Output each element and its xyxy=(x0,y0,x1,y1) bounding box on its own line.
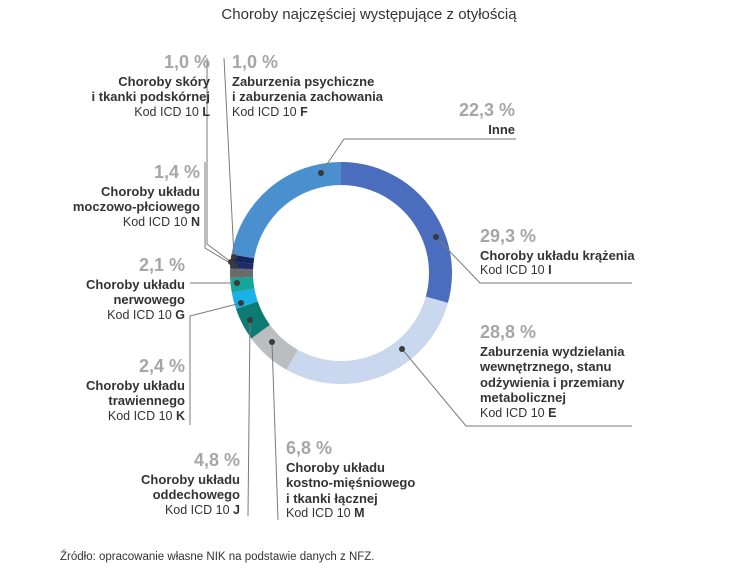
leader-dot xyxy=(399,346,405,352)
donut-slice xyxy=(231,162,341,259)
slice-code-label: Kod ICD 10 F xyxy=(232,104,308,119)
leader-line xyxy=(320,138,516,174)
donut-slice xyxy=(230,268,254,279)
donut-slice xyxy=(251,324,298,370)
slice-label: 1,0 % Choroby skóry i tkanki podskórnej Kod… xyxy=(60,52,210,120)
leader-line xyxy=(204,162,236,267)
slice-value-label: 2,1 % xyxy=(138,255,185,275)
leader-line xyxy=(247,319,251,517)
leader-line xyxy=(401,348,632,427)
leader-dot xyxy=(234,280,240,286)
slice-name-label: metabolicznej xyxy=(480,390,566,406)
slice-label: 6,8 % Choroby układu kostno-mięśniowego i t… xyxy=(286,438,426,521)
slice-name-label: Choroby układu krążenia xyxy=(480,247,635,263)
slice-name-label: wewnętrznego, stanu xyxy=(480,359,612,375)
slice-name-label: Inne xyxy=(488,121,515,137)
slice-label: 2,1 % Choroby układu nerwowego Kod ICD 10 G xyxy=(60,255,185,323)
slice-label: 2,4 % Choroby układu trawiennego Kod ICD 10… xyxy=(60,356,185,424)
leader-line xyxy=(435,236,632,284)
slice-code-label: Kod ICD 10 E xyxy=(480,405,557,420)
slice-code-label: Kod ICD 10 G xyxy=(107,307,185,322)
slice-value-label: 2,4 % xyxy=(138,356,185,376)
slice-label: 1,0 % Zaburzenia psychiczne i zaburzenia z… xyxy=(232,52,402,120)
slice-code-label: Kod ICD 10 K xyxy=(107,408,185,423)
slice-name-label: Choroby układu xyxy=(86,377,185,393)
donut-slice xyxy=(341,162,452,303)
slice-label: 28,8 % Zaburzenia wydzielania wewnętrznego… xyxy=(480,322,650,421)
slice-name-label: odżywienia i przemiany xyxy=(480,374,625,390)
leader-dot xyxy=(433,234,439,240)
slice-name-label: i tkanki łącznej xyxy=(286,490,378,506)
slice-name-label: Zaburzenia psychiczne xyxy=(232,73,375,89)
slice-code-label: Kod ICD 10 N xyxy=(122,214,200,229)
slice-name-label: Choroby układu xyxy=(286,459,385,475)
chart-title: Choroby najczęściej występujące z otyłoś… xyxy=(221,6,517,23)
slice-name-label: Zaburzenia wydzielania xyxy=(480,343,625,359)
slice-name-label: oddechowego xyxy=(152,487,240,503)
slice-name-label: kostno-mięśniowego xyxy=(286,475,416,491)
slice-code-label: Kod ICD 10 I xyxy=(480,263,552,278)
slice-label: 1,4 % Choroby układu moczowo-płciowego Kod … xyxy=(40,162,200,230)
donut-slice xyxy=(286,296,448,384)
slice-value-label: 1,4 % xyxy=(153,162,200,182)
slice-label: 29,3 % Choroby układu krążenia Kod ICD 10 … xyxy=(480,226,650,278)
slice-code-label: Kod ICD 10 M xyxy=(286,506,365,521)
leader-line xyxy=(271,341,279,521)
leader-dot xyxy=(238,300,244,306)
slice-code-label: Kod ICD 10 J xyxy=(164,502,240,517)
leader-dot xyxy=(231,254,237,260)
slice-name-label: Choroby układu xyxy=(101,183,200,199)
slice-name-label: Choroby układu xyxy=(86,276,185,292)
slice-name-label: i tkanki podskórnej xyxy=(91,89,210,105)
leader-line xyxy=(189,302,242,425)
slice-value-label: 1,0 % xyxy=(232,52,279,72)
leader-dot xyxy=(269,339,275,345)
leader-dot xyxy=(232,263,238,269)
slice-name-label: Choroby układu xyxy=(141,471,240,487)
slice-label: 22,3 % Inne xyxy=(370,100,515,137)
leader-line xyxy=(206,58,232,263)
slice-value-label: 22,3 % xyxy=(458,100,515,120)
slice-value-label: 4,8 % xyxy=(193,450,240,470)
slice-name-label: moczowo-płciowego xyxy=(72,199,200,215)
leader-line xyxy=(223,57,235,258)
slice-name-label: i zaburzenia zachowania xyxy=(232,89,383,105)
slice-code-label: Kod ICD 10 L xyxy=(134,104,210,119)
leader-dot xyxy=(228,259,234,265)
slice-value-label: 1,0 % xyxy=(163,52,210,72)
slice-name-label: nerwowego xyxy=(113,292,185,308)
source-note: Źródło: opracowanie własne NIK na podsta… xyxy=(60,551,375,563)
slice-label: 4,8 % Choroby układu oddechowego Kod ICD 10… xyxy=(100,450,240,518)
slice-name-label: Choroby skóry xyxy=(118,73,210,89)
leader-dot xyxy=(247,317,253,323)
slice-value-label: 6,8 % xyxy=(286,438,333,458)
slice-value-label: 29,3 % xyxy=(480,226,537,246)
leader-dot xyxy=(318,170,324,176)
slice-name-label: trawiennego xyxy=(108,393,185,409)
slice-value-label: 28,8 % xyxy=(480,322,537,342)
